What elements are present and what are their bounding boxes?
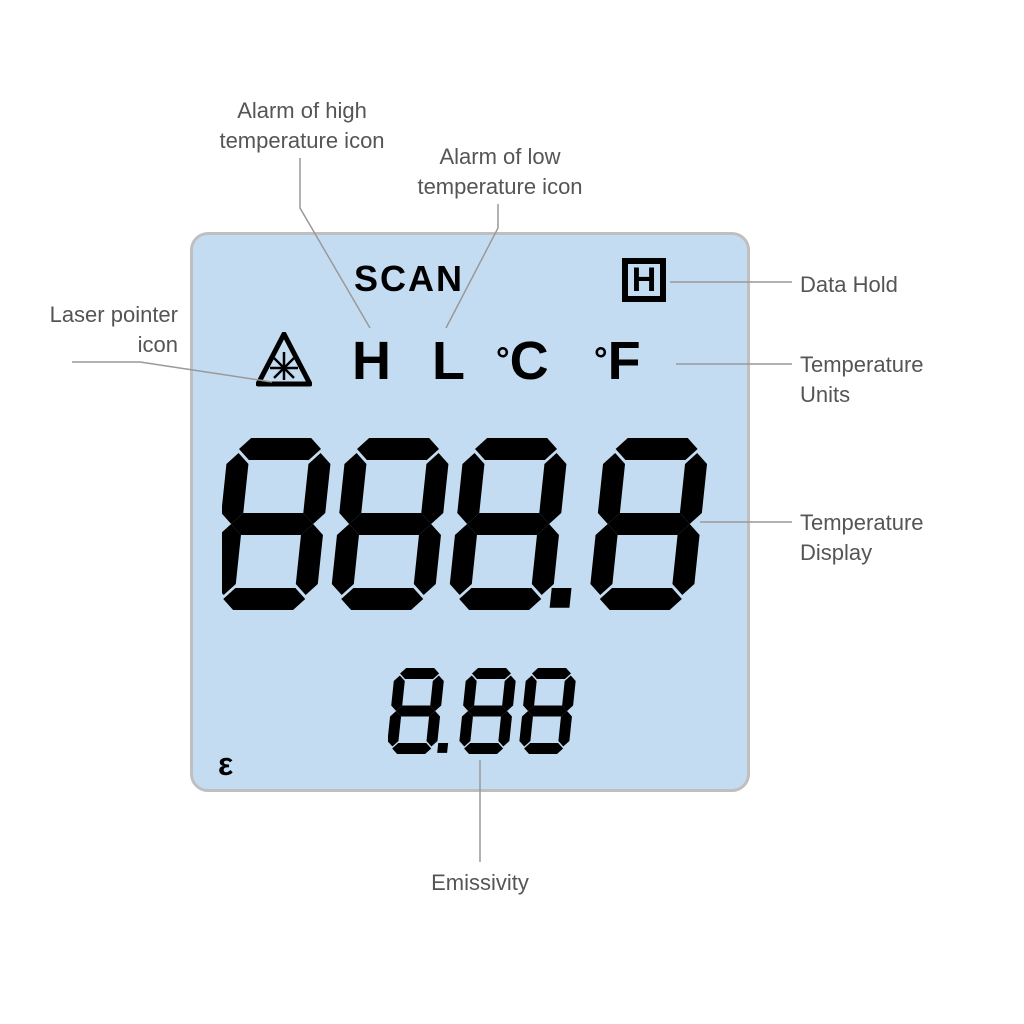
label-laser-pointer: Laser pointericon <box>28 300 178 359</box>
label-data-hold: Data Hold <box>800 270 898 300</box>
low-alarm-icon: L <box>432 330 465 392</box>
label-temp-units: TemperatureUnits <box>800 350 924 409</box>
label-emissivity: Emissivity <box>420 868 540 898</box>
emissivity-symbol-icon: ε <box>218 746 233 783</box>
label-low-alarm: Alarm of lowtemperature icon <box>400 142 600 201</box>
hold-letter: H <box>632 263 657 297</box>
fahrenheit-f: F <box>608 330 641 392</box>
celsius-unit-icon: ° C <box>496 330 549 392</box>
celsius-c: C <box>510 330 549 392</box>
label-temp-display: TemperatureDisplay <box>800 508 924 567</box>
data-hold-icon: H <box>622 258 666 302</box>
temperature-display <box>222 430 732 630</box>
high-alarm-icon: H <box>352 330 391 392</box>
label-high-alarm: Alarm of hightemperature icon <box>202 96 402 155</box>
emissivity-display <box>388 660 604 760</box>
fahrenheit-unit-icon: ° F <box>594 330 641 392</box>
scan-indicator: SCAN <box>354 258 464 300</box>
laser-pointer-icon <box>256 332 312 388</box>
